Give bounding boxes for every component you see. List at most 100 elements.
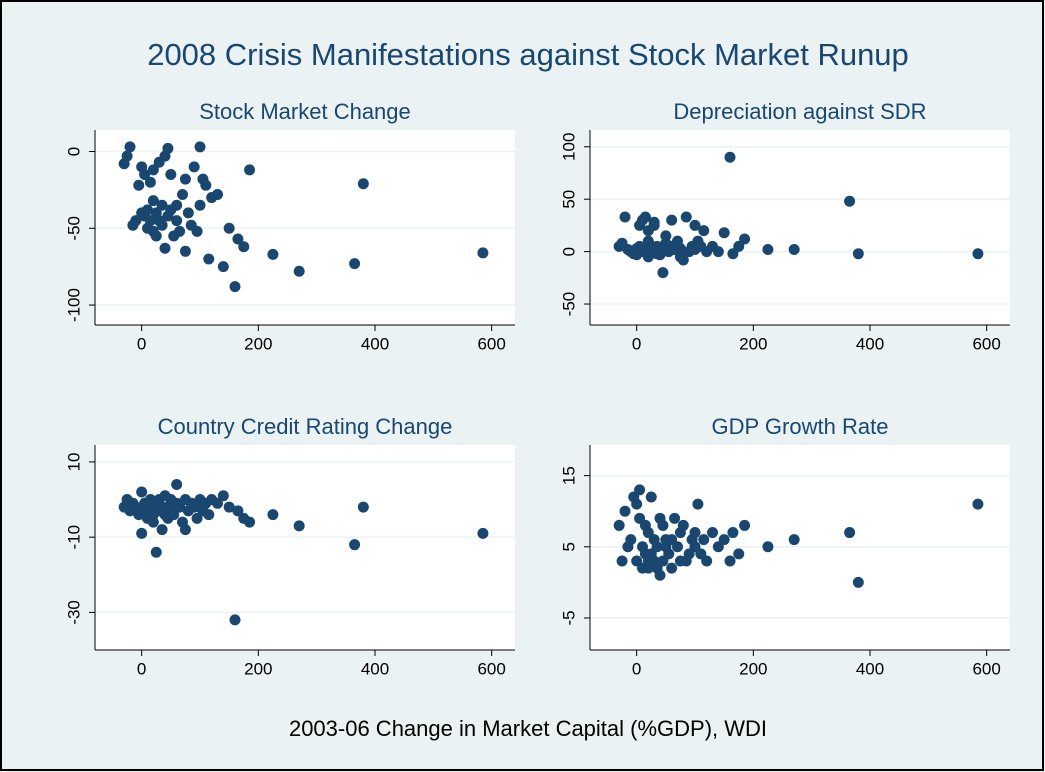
point (357, 178, 369, 190)
point (244, 164, 256, 176)
point (177, 188, 188, 200)
point (223, 222, 235, 234)
y-tick-label: -10 (64, 525, 83, 550)
point (660, 230, 672, 242)
point (349, 258, 361, 270)
point (194, 141, 206, 153)
x-tick-label: 0 (632, 659, 641, 678)
point (217, 261, 229, 273)
point (142, 204, 153, 216)
point (212, 497, 223, 509)
x-tick-label: 200 (244, 659, 272, 678)
x-tick-label: 600 (972, 659, 1000, 678)
point (972, 498, 984, 510)
point (657, 267, 669, 279)
point (179, 173, 191, 185)
y-tick-label: -5 (559, 610, 578, 625)
y-tick-label: 100 (559, 133, 578, 161)
point (762, 541, 774, 553)
point (663, 548, 675, 560)
point (739, 233, 751, 245)
point (156, 199, 168, 211)
point (619, 211, 631, 223)
point (217, 490, 229, 502)
point (844, 195, 856, 207)
point (762, 244, 774, 256)
point (191, 225, 203, 237)
point (672, 541, 683, 553)
point (232, 505, 244, 517)
point (477, 247, 489, 259)
point (203, 509, 215, 521)
point (788, 534, 800, 546)
point (229, 614, 241, 626)
point (150, 230, 162, 242)
y-tick-label: 0 (559, 247, 578, 256)
point (191, 512, 203, 524)
point (625, 534, 637, 546)
x-tick-label: 0 (137, 659, 146, 678)
y-tick-label: 15 (559, 466, 578, 485)
panel-title: Depreciation against SDR (673, 99, 926, 124)
x-tick-label: 0 (632, 334, 641, 353)
point (124, 141, 136, 153)
point (477, 527, 489, 539)
point (144, 215, 156, 227)
point (692, 498, 704, 510)
point (188, 161, 200, 173)
point (972, 248, 984, 260)
point (727, 527, 739, 539)
point (677, 254, 689, 266)
x-tick-label: 0 (137, 334, 146, 353)
point (657, 519, 669, 531)
y-tick-label: 10 (64, 452, 83, 471)
point (666, 562, 678, 574)
y-tick-label: -100 (64, 288, 83, 322)
point (147, 516, 159, 528)
plot-area (95, 445, 515, 650)
point (788, 244, 800, 256)
x-tick-label: 200 (739, 659, 767, 678)
x-tick-label: 400 (361, 334, 389, 353)
y-tick-label: 0 (64, 147, 83, 156)
point (136, 527, 148, 539)
x-tick-label: 400 (856, 659, 884, 678)
point (293, 265, 305, 277)
point (267, 509, 279, 521)
y-tick-label: 5 (559, 542, 578, 551)
point (133, 179, 145, 191)
x-tick-label: 400 (361, 659, 389, 678)
point (147, 195, 159, 207)
point (156, 219, 168, 231)
point (727, 248, 739, 260)
point (724, 555, 736, 567)
x-tick-label: 400 (856, 334, 884, 353)
point (698, 534, 710, 546)
point (677, 519, 689, 531)
x-tick-label: 600 (477, 659, 505, 678)
point (200, 179, 212, 191)
panel-title: Stock Market Change (199, 99, 411, 124)
point (616, 555, 628, 567)
point (349, 539, 361, 551)
point (844, 527, 856, 539)
y-tick-label: -50 (559, 292, 578, 317)
point (162, 142, 174, 154)
point (613, 519, 625, 531)
point (669, 512, 681, 524)
figure-title: 2008 Crisis Manifestations against Stock… (147, 37, 909, 72)
point (159, 242, 171, 254)
point (674, 242, 686, 254)
point (179, 524, 191, 536)
point (718, 534, 730, 546)
point (639, 211, 651, 223)
point (203, 253, 215, 265)
point (171, 478, 183, 490)
point (174, 501, 186, 513)
point (121, 150, 133, 162)
point (634, 484, 646, 496)
point (724, 151, 736, 163)
point (136, 486, 148, 498)
